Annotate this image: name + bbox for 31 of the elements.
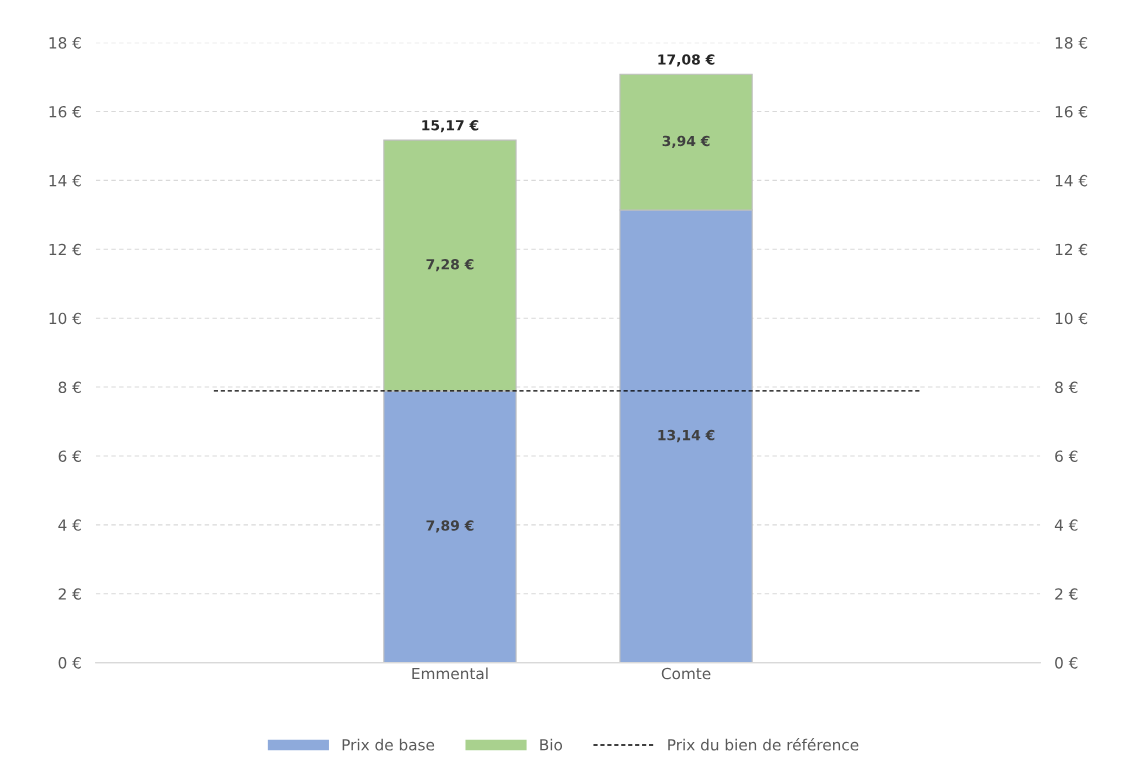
y2-tick-label: 4 € (1054, 519, 1078, 531)
data-label: 7,89 € (426, 520, 474, 533)
x-tick-label: Emmental (412, 667, 488, 680)
legend-label: Prix de base (342, 738, 435, 751)
y2-tick-label: 0 € (1055, 657, 1078, 669)
y-tick-label: 4 € (58, 519, 81, 531)
y-tick-label: 12 € (49, 243, 81, 256)
y-tick-label: 14 € (49, 174, 81, 187)
y2-tick-label: 2 € (1055, 588, 1078, 600)
total-label: 15,17 € (422, 120, 479, 133)
y2-tick-label: 16 € (1055, 105, 1088, 118)
y-tick-label: 0 € (58, 657, 81, 669)
data-label: 13,14 € (658, 429, 715, 443)
y-tick-label: 16 € (49, 105, 81, 118)
y2-tick-label: 14 € (1055, 174, 1088, 187)
y-tick-label: 2 € (58, 588, 81, 600)
y-tick-label: 10 € (49, 312, 81, 325)
legend-label: Prix du bien de référence (668, 738, 859, 751)
y2-tick-label: 8 € (1055, 381, 1078, 394)
y-tick-label: 8 € (58, 381, 81, 394)
y2-tick-label: 6 € (1055, 450, 1078, 462)
y2-tick-label: 10 € (1055, 312, 1088, 325)
data-label: 7,28 € (426, 259, 474, 272)
total-label: 17,08 € (658, 54, 715, 67)
y-tick-label: 18 € (49, 37, 81, 49)
y2-tick-label: 18 € (1055, 37, 1088, 49)
data-label: 3,94 € (662, 135, 710, 148)
legend-label: Bio (540, 738, 563, 751)
x-tick-label: Comte (661, 667, 711, 680)
y2-tick-label: 12 € (1055, 243, 1088, 256)
y-tick-label: 6 € (58, 450, 81, 462)
